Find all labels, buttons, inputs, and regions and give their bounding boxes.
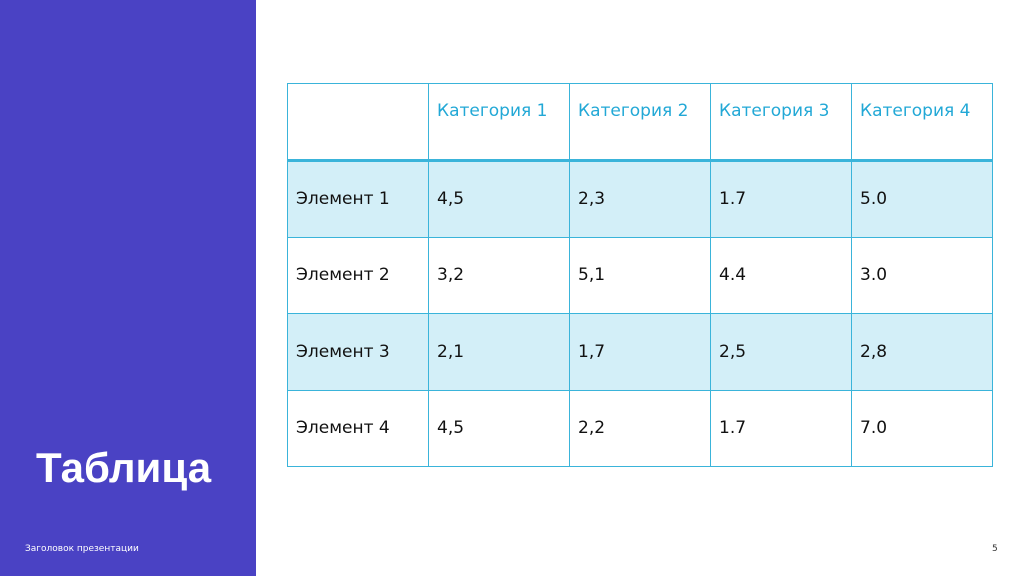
table-cell: 1,7	[569, 313, 711, 391]
table-cell: 1.7	[710, 389, 852, 467]
table-cell: 5.0	[851, 160, 993, 238]
side-panel	[0, 0, 256, 576]
header-cell: Категория 4	[851, 83, 993, 161]
data-table: Категория 1 Категория 2 Категория 3 Категор…	[287, 83, 993, 467]
table-cell: 2,1	[428, 313, 570, 391]
header-cell: Категория 2	[569, 83, 711, 161]
table-cell: 2,2	[569, 389, 711, 467]
corner-cell	[287, 83, 429, 161]
row-label: Элемент 4	[287, 389, 429, 467]
row-label: Элемент 2	[287, 236, 429, 314]
table-body: Элемент 1 4,5 2,3 1.7 5.0 Элемент 2 3,2 5,1 4.4 3…	[287, 160, 993, 467]
table-cell: 4,5	[428, 160, 570, 238]
table-row: Элемент 3 2,1 1,7 2,5 2,8	[287, 313, 993, 391]
page-number: 5	[992, 544, 998, 554]
table-cell: 3,2	[428, 236, 570, 314]
footer: Заголовок презентации	[25, 544, 139, 554]
table-cell: 2,5	[710, 313, 852, 391]
header-cell: Категория 3	[710, 83, 852, 161]
table-cell: 3.0	[851, 236, 993, 314]
table-cell: 5,1	[569, 236, 711, 314]
row-label: Элемент 1	[287, 160, 429, 238]
table-cell: 1.7	[710, 160, 852, 238]
table-cell: 2,3	[569, 160, 711, 238]
table-cell: 2,8	[851, 313, 993, 391]
table-row: Элемент 2 3,2 5,1 4.4 3.0	[287, 236, 993, 314]
slide-title: Таблица	[36, 444, 212, 491]
header-cell: Категория 1	[428, 83, 570, 161]
table-cell: 4,5	[428, 389, 570, 467]
table-cell: 4.4	[710, 236, 852, 314]
row-label: Элемент 3	[287, 313, 429, 391]
table-row: Элемент 1 4,5 2,3 1.7 5.0	[287, 160, 993, 238]
header-row: Категория 1 Категория 2 Категория 3 Категор…	[287, 83, 993, 161]
table-cell: 7.0	[851, 389, 993, 467]
table-row: Элемент 4 4,5 2,2 1.7 7.0	[287, 389, 993, 467]
